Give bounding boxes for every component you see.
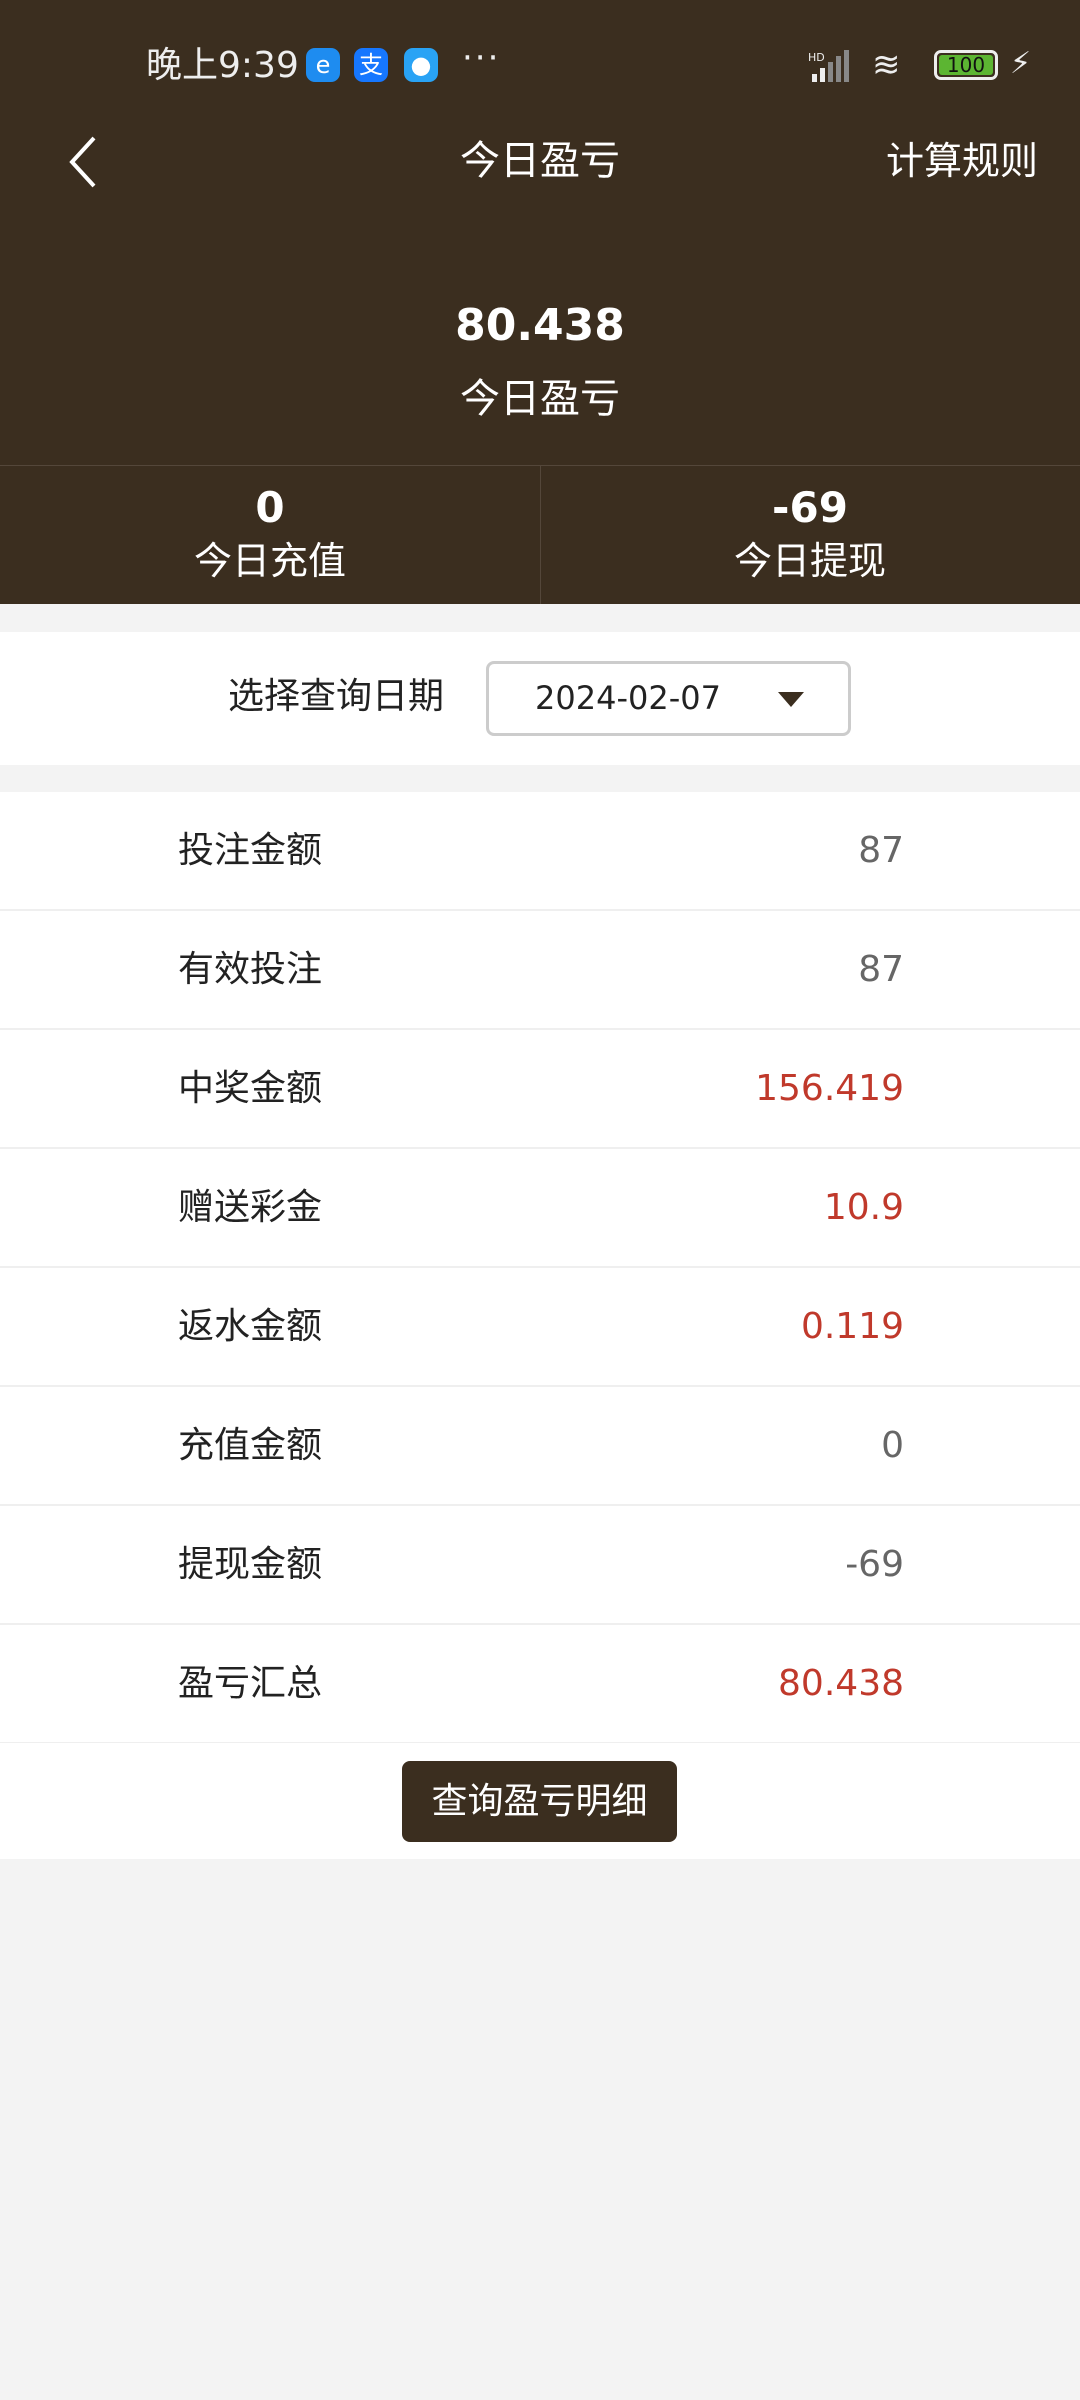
stat-withdraw: -69 今日提现 (540, 465, 1080, 604)
date-filter: 选择查询日期 2024-02-07 (0, 632, 1080, 765)
more-notifications-icon: ··· (462, 38, 501, 78)
page-title: 今日盈亏 (460, 138, 620, 184)
item-value: 0.119 (800, 1306, 904, 1347)
network-type: HD (808, 51, 825, 64)
wifi-icon: ≋ (872, 45, 901, 85)
item-label: 中奖金额 (178, 1068, 323, 1109)
list-item: 投注金额 87 (0, 792, 1080, 911)
list-item: 返水金额 0.119 (0, 1268, 1080, 1387)
list-item: 赠送彩金 10.9 (0, 1149, 1080, 1268)
query-details-button[interactable]: 查询盈亏明细 (402, 1761, 677, 1842)
status-time: 晚上9:39 (146, 45, 299, 86)
today-profit-label: 今日盈亏 (460, 376, 620, 422)
item-label: 提现金额 (178, 1544, 323, 1585)
item-value: 87 (858, 830, 904, 871)
divider (540, 465, 541, 604)
item-value: 80.438 (778, 1663, 904, 1704)
stat-label: 今日提现 (733, 539, 886, 583)
item-label: 充值金额 (178, 1425, 323, 1466)
button-area: 查询盈亏明细 (0, 1743, 1080, 1859)
item-value: 156.419 (755, 1068, 904, 1109)
list-item: 充值金额 0 (0, 1387, 1080, 1506)
list-item: 有效投注 87 (0, 911, 1080, 1030)
list-item: 提现金额 -69 (0, 1506, 1080, 1625)
item-label: 有效投注 (178, 949, 323, 990)
item-value: 87 (858, 949, 904, 990)
item-label: 返水金额 (178, 1306, 323, 1347)
date-value: 2024-02-07 (535, 679, 721, 717)
calculation-rules-link[interactable]: 计算规则 (885, 139, 1038, 183)
date-filter-label: 选择查询日期 (228, 676, 445, 717)
date-select[interactable]: 2024-02-07 (486, 661, 851, 736)
item-value: 10.9 (823, 1187, 904, 1228)
today-profit-value: 80.438 (455, 300, 625, 351)
battery-level: 100 (939, 55, 993, 75)
stat-label: 今日充值 (193, 539, 346, 583)
edge-browser-icon: e (306, 48, 340, 82)
chat-app-icon: ● (404, 48, 438, 82)
back-arrow-icon[interactable] (64, 134, 114, 190)
item-label: 盈亏汇总 (178, 1663, 323, 1704)
item-value: 0 (881, 1425, 904, 1466)
signal-icon: HD (808, 50, 849, 82)
alipay-icon: 支 (354, 48, 388, 82)
list-item: 中奖金额 156.419 (0, 1030, 1080, 1149)
battery-icon: 100 (934, 50, 998, 80)
stat-recharge: 0 今日充值 (0, 465, 540, 604)
stat-value: -69 (772, 483, 848, 532)
charging-icon: ⚡ (1010, 46, 1032, 81)
item-label: 赠送彩金 (178, 1187, 323, 1228)
item-value: -69 (845, 1544, 904, 1585)
item-label: 投注金额 (178, 830, 323, 871)
header: 晚上9:39 e 支 ● ··· HD ≋ 100 ⚡ 今日盈亏 计算规则 80… (0, 0, 1080, 604)
status-bar: 晚上9:39 e 支 ● ··· HD ≋ 100 ⚡ (0, 38, 1080, 88)
summary-list: 投注金额 87 有效投注 87 中奖金额 156.419 赠送彩金 10.9 返水金额 0.119… (0, 792, 1080, 1744)
list-item: 盈亏汇总 80.438 (0, 1625, 1080, 1744)
stat-value: 0 (255, 483, 285, 532)
caret-down-icon (778, 692, 804, 707)
